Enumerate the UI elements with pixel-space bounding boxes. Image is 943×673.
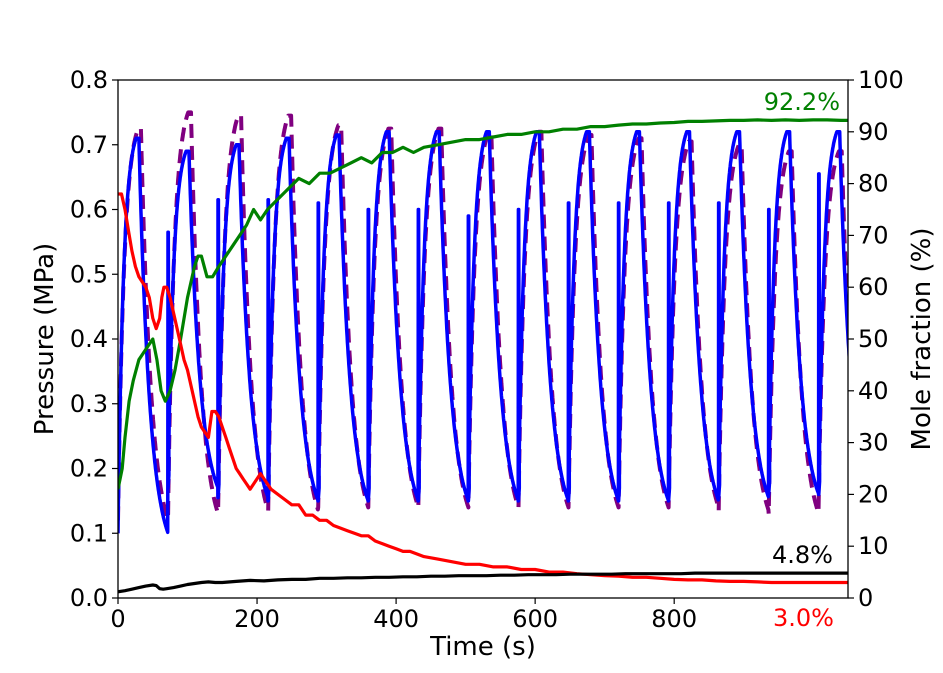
y-right-tick-label: 10 <box>858 532 889 560</box>
x-axis-label: Time (s) <box>429 632 536 662</box>
ticks-layer: 0 200 400 600 8000.00.10.20.30.40.50.60.70.8… <box>70 66 904 633</box>
annotation-red-final: 3.0% <box>773 604 834 632</box>
annotation-black-final: 4.8% <box>772 541 833 569</box>
y-axis-left-label: Pressure (MPa) <box>30 243 60 435</box>
x-tick-label: 400 <box>373 605 419 633</box>
y-right-tick-label: 60 <box>858 273 889 301</box>
y-left-tick-label: 0.6 <box>70 196 108 224</box>
y-right-tick-label: 30 <box>858 429 889 457</box>
series-group <box>118 110 848 594</box>
x-tick-label: 800 <box>651 605 697 633</box>
series-line-pressure-solid <box>118 130 848 535</box>
y-left-tick-label: 0.3 <box>70 390 108 418</box>
series-line-red-component <box>118 192 848 585</box>
y-axis-right-label: Mole fraction (%) <box>907 228 937 451</box>
y-right-tick-label: 50 <box>858 325 889 353</box>
y-right-tick-label: 80 <box>858 170 889 198</box>
y-left-tick-label: 0.1 <box>70 519 108 547</box>
x-tick-label: 600 <box>512 605 558 633</box>
y-right-tick-label: 40 <box>858 377 889 405</box>
y-right-tick-label: 0 <box>858 584 873 612</box>
x-tick-label: 200 <box>234 605 280 633</box>
series-line-green-component <box>118 118 848 490</box>
y-left-tick-label: 0.5 <box>70 260 108 288</box>
annotation-green-final: 92.2% <box>764 88 840 116</box>
y-right-tick-label: 90 <box>858 118 889 146</box>
y-left-tick-label: 0.2 <box>70 455 108 483</box>
y-right-tick-label: 100 <box>858 66 904 94</box>
y-left-tick-label: 0.0 <box>70 584 108 612</box>
y-right-tick-label: 20 <box>858 480 889 508</box>
y-left-tick-label: 0.8 <box>70 66 108 94</box>
y-right-tick-label: 70 <box>858 221 889 249</box>
y-left-tick-label: 0.4 <box>70 325 108 353</box>
y-left-tick-label: 0.7 <box>70 131 108 159</box>
series-line-black-component <box>118 571 848 594</box>
x-tick-label: 0 <box>110 605 125 633</box>
series-layer <box>118 110 848 594</box>
